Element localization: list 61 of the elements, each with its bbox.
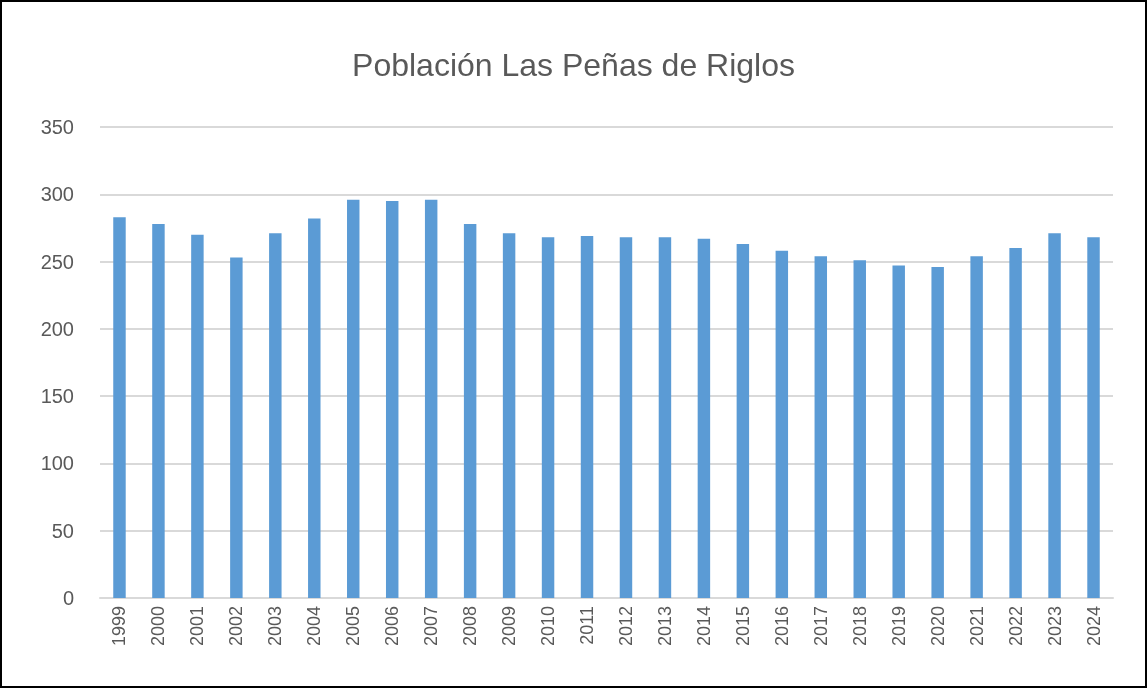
bar <box>347 199 360 598</box>
bar <box>463 223 477 598</box>
x-tick-label: 2020 <box>927 606 948 647</box>
x-tick-label: 2023 <box>1044 606 1065 647</box>
bar <box>191 234 204 598</box>
bar <box>113 217 126 598</box>
bar <box>1048 233 1061 598</box>
y-tick-label: 50 <box>51 519 74 542</box>
bar <box>580 236 594 598</box>
bar <box>619 237 633 598</box>
y-tick-label: 150 <box>40 385 74 408</box>
y-tick-label: 0 <box>62 587 74 609</box>
x-tick-label: 2010 <box>538 606 559 647</box>
x-tick-label: 2001 <box>187 606 208 647</box>
bar <box>269 233 282 598</box>
x-tick-label: 2018 <box>849 606 870 647</box>
x-tick-label: 2011 <box>577 606 598 645</box>
x-tick-label: 2013 <box>654 606 675 647</box>
x-tick-label: 2024 <box>1083 606 1104 647</box>
bar <box>230 257 243 598</box>
bar <box>1009 248 1022 598</box>
x-tick-label: 2015 <box>732 606 753 647</box>
bar <box>502 233 516 598</box>
x-tick-label: 2012 <box>615 606 636 647</box>
x-tick-label: 2000 <box>148 606 169 647</box>
x-tick-label: 2005 <box>343 606 364 647</box>
bar <box>308 218 321 598</box>
x-tick-label: 2008 <box>460 606 481 647</box>
bar <box>931 266 944 598</box>
x-tick-label: 2014 <box>693 606 714 647</box>
bar <box>1087 237 1100 598</box>
bar <box>658 237 672 598</box>
x-tick-label: 2004 <box>304 606 325 647</box>
bar <box>424 199 438 598</box>
y-tick-label: 250 <box>40 250 74 273</box>
x-tick-label: 2021 <box>966 606 987 647</box>
x-tick-label: 2017 <box>810 606 831 647</box>
chart-title: Población Las Peñas de Riglos <box>352 47 795 83</box>
y-tick-label: 300 <box>40 183 74 206</box>
x-tick-label: 2016 <box>771 606 792 647</box>
x-tick-label: 2009 <box>499 606 520 647</box>
bar <box>814 256 828 598</box>
bar <box>697 238 711 598</box>
x-tick-label: 2007 <box>421 606 442 647</box>
bar <box>970 256 983 598</box>
x-tick-label: 2019 <box>888 606 909 647</box>
bar <box>853 260 866 598</box>
y-tick-label: 200 <box>40 317 74 340</box>
x-tick-label: 2006 <box>382 606 403 647</box>
bar <box>736 244 750 598</box>
x-tick-label: 2003 <box>265 606 286 647</box>
x-tick-label: 2022 <box>1005 606 1026 647</box>
bar <box>892 265 905 598</box>
bar <box>775 250 789 598</box>
y-tick-label: 100 <box>40 452 74 475</box>
bar <box>385 201 399 598</box>
x-tick-label: 1999 <box>109 606 130 647</box>
y-tick-label: 350 <box>40 116 74 138</box>
bar <box>152 223 165 598</box>
x-tick-label: 2002 <box>226 606 247 647</box>
bar <box>541 237 555 598</box>
